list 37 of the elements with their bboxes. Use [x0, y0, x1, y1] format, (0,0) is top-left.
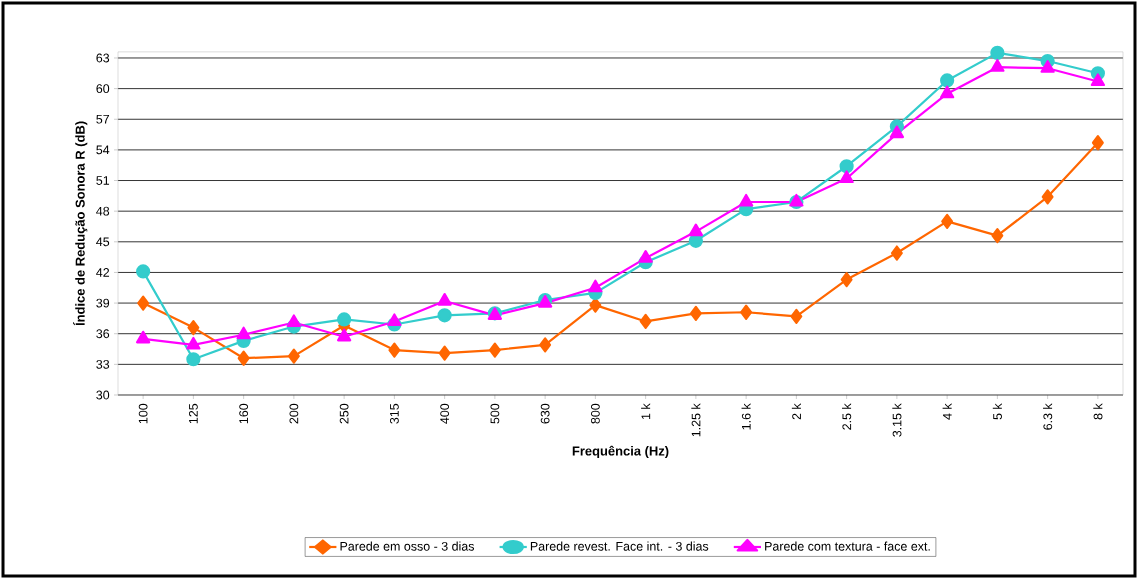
y-tick-label: 39	[96, 298, 110, 308]
x-tick-label: 800	[590, 403, 600, 424]
x-tick-label: 250	[339, 403, 349, 424]
x-tick-label: 2 k	[791, 403, 801, 420]
x-tick-label: 1.25 k	[691, 403, 701, 437]
y-tick-label: 36	[96, 329, 110, 339]
y-tick-label: 33	[96, 359, 110, 369]
x-tick-label: 5 k	[992, 403, 1002, 420]
x-tick-label: 4 k	[942, 403, 952, 420]
x-tick-label: 200	[289, 403, 299, 424]
y-tick-label: 63	[96, 53, 110, 63]
y-tick-label: 57	[96, 114, 110, 124]
x-tick-label: 8 k	[1093, 403, 1103, 420]
y-tick-label: 51	[96, 176, 110, 185]
x-tick-label: 630	[540, 403, 550, 424]
x-tick-label: 100	[138, 403, 148, 424]
y-tick-label: 48	[96, 206, 110, 216]
x-tick-label: 1.6 k	[741, 403, 751, 430]
x-tick-label: 400	[440, 403, 450, 424]
x-tick-label: 3.15 k	[892, 403, 902, 437]
x-tick-label: 1 k	[641, 403, 651, 419]
y-tick-label: 42	[96, 268, 110, 277]
y-tick-label: 60	[96, 84, 110, 94]
y-axis-title: Índice de Redução Sonora R (dB)	[73, 121, 88, 326]
x-tick-label: 315	[389, 403, 399, 424]
x-tick-label: 125	[188, 403, 198, 424]
x-tick-label: 6.3 k	[1043, 403, 1053, 430]
x-axis-title: Frequência (Hz)	[572, 445, 669, 459]
x-tick-label: 500	[490, 403, 500, 424]
x-tick-label: 160	[239, 403, 249, 424]
legend-label: Parede em osso - 3 dias	[340, 541, 475, 551]
legend-label: Parede revest. Face int. - 3 dias	[530, 541, 709, 551]
y-tick-label: 54	[96, 145, 110, 155]
legend-label: Parede com textura - face ext.	[765, 541, 930, 551]
y-tick-label: 45	[96, 237, 110, 247]
x-tick-label: 2.5 k	[842, 403, 852, 430]
y-tick-label: 30	[96, 390, 110, 400]
